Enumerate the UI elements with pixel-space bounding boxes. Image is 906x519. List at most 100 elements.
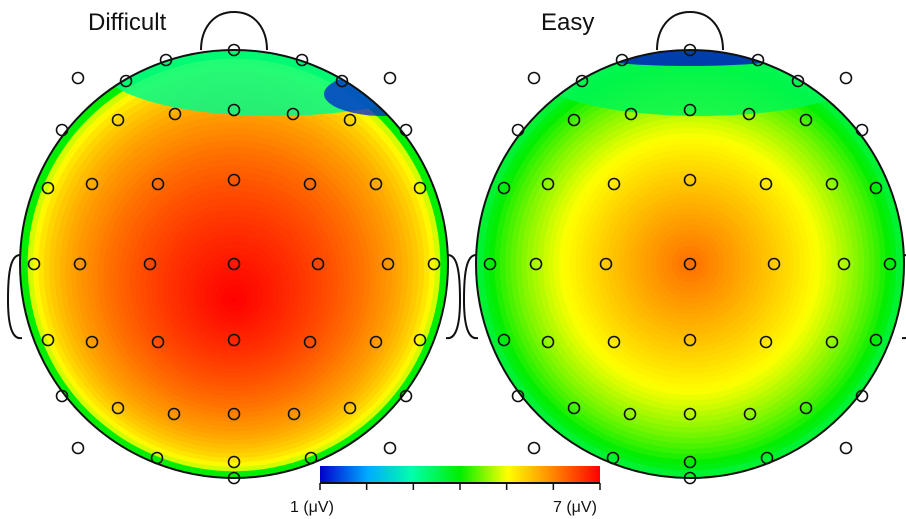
electrode-marker <box>624 107 638 121</box>
minimum-region <box>570 50 810 66</box>
electrode-marker <box>399 123 413 137</box>
electrode-marker <box>742 107 756 121</box>
electrode-marker <box>41 181 55 195</box>
electrode-marker <box>855 389 869 403</box>
electrode-marker <box>683 471 697 485</box>
colorbar-gradient <box>320 466 600 482</box>
electrode-marker <box>683 173 697 187</box>
electrode-marker <box>541 177 555 191</box>
electrode-marker <box>743 407 757 421</box>
frontal-low-region <box>104 50 444 116</box>
electrode-marker <box>287 407 301 421</box>
electrode-marker <box>869 181 883 195</box>
nose-outline <box>656 10 724 51</box>
electrode-marker <box>71 71 85 85</box>
electrode-marker <box>825 335 839 349</box>
electrode-marker <box>497 181 511 195</box>
electrode-marker <box>497 333 511 347</box>
electrode-marker <box>55 389 69 403</box>
electrode-marker <box>369 335 383 349</box>
electrode-marker <box>227 103 241 117</box>
electrode-marker <box>303 177 317 191</box>
electrode-marker <box>427 257 441 271</box>
electrode-marker <box>541 335 555 349</box>
electrode-markers <box>483 43 897 485</box>
electrode-marker <box>511 389 525 403</box>
electrode-marker <box>799 401 813 415</box>
electrode-marker <box>759 177 773 191</box>
electrode-marker <box>413 181 427 195</box>
electrode-marker <box>567 401 581 415</box>
electrode-marker <box>567 113 581 127</box>
electrode-marker <box>150 451 164 465</box>
left-ear-outline <box>462 254 479 340</box>
electrode-marker <box>151 177 165 191</box>
electrode-marker <box>369 177 383 191</box>
electrode-marker <box>839 441 853 455</box>
panel-title-easy: Easy <box>541 9 594 36</box>
electrode-marker <box>143 257 157 271</box>
electrode-marker <box>683 103 697 117</box>
electrode-marker <box>683 407 697 421</box>
electrode-marker <box>527 71 541 85</box>
electrode-marker <box>615 53 629 67</box>
electrode-marker <box>27 257 41 271</box>
electrode-marker <box>767 257 781 271</box>
electrode-marker <box>837 257 851 271</box>
right-ear-outline <box>445 254 462 340</box>
electrode-marker <box>751 53 765 67</box>
electrode-marker <box>483 257 497 271</box>
electrode-marker <box>791 74 805 88</box>
electrode-markers <box>27 43 441 485</box>
electrode-marker <box>399 389 413 403</box>
electrode-marker <box>227 471 241 485</box>
electrode-marker <box>527 441 541 455</box>
electrode-marker <box>227 407 241 421</box>
electrode-marker <box>343 113 357 127</box>
left-ear-outline <box>6 254 23 340</box>
electrode-marker <box>855 123 869 137</box>
electrode-marker <box>168 107 182 121</box>
colorbar-min-label: 1 (μV) <box>290 499 334 516</box>
electrode-marker <box>119 74 133 88</box>
field-contour <box>232 298 236 302</box>
electrode-marker <box>383 71 397 85</box>
potential-map-easy <box>476 50 904 478</box>
electrode-marker <box>869 333 883 347</box>
colorbar: 1 (μV) 7 (μV) <box>290 466 601 516</box>
nose-outline <box>200 10 268 51</box>
electrode-marker <box>295 53 309 67</box>
colorbar-max-label: 7 (μV) <box>553 499 597 516</box>
electrode-marker <box>303 335 317 349</box>
electrode-marker <box>825 177 839 191</box>
electrode-marker <box>683 333 697 347</box>
electrode-marker <box>575 74 589 88</box>
electrode-marker <box>335 74 349 88</box>
electrode-marker <box>85 177 99 191</box>
electrode-marker <box>71 441 85 455</box>
topo-panel-difficult: Difficult <box>6 9 462 485</box>
electrode-marker <box>304 451 318 465</box>
electrode-marker <box>41 333 55 347</box>
electrode-marker <box>623 407 637 421</box>
electrode-marker <box>227 257 241 271</box>
electrode-marker <box>55 123 69 137</box>
head-outline <box>19 49 449 479</box>
electrode-marker <box>760 451 774 465</box>
electrode-marker <box>759 335 773 349</box>
panel-title-difficult: Difficult <box>88 9 167 36</box>
electrode-marker <box>227 333 241 347</box>
electrode-marker <box>511 123 525 137</box>
electrode-marker <box>111 401 125 415</box>
electrode-marker <box>599 257 613 271</box>
electrode-marker <box>606 451 620 465</box>
electrode-marker <box>799 113 813 127</box>
electrode-marker <box>607 177 621 191</box>
electrode-marker <box>413 333 427 347</box>
electrode-marker <box>683 455 697 469</box>
electrode-marker <box>167 407 181 421</box>
electrode-marker <box>159 53 173 67</box>
electrode-marker <box>381 257 395 271</box>
topo-panel-easy: Easy <box>462 9 906 485</box>
